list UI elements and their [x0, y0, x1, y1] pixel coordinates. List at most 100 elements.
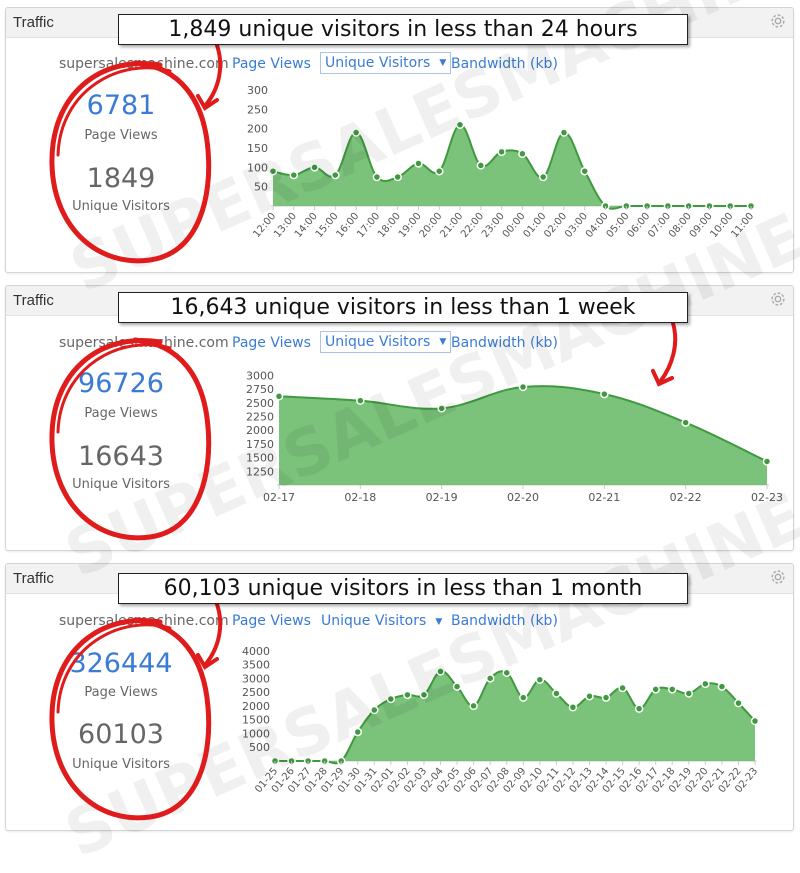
tab-page-views[interactable]: Page Views [232, 335, 311, 351]
data-point[interactable] [485, 674, 495, 683]
page-views-label: Page Views [84, 685, 158, 700]
data-point[interactable] [580, 166, 589, 176]
data-point[interactable] [497, 147, 506, 157]
data-point[interactable] [684, 689, 694, 698]
tab-page-views[interactable]: Page Views [232, 613, 311, 629]
series-area [275, 671, 755, 764]
red-circle-annotation [49, 337, 212, 541]
tab-bandwidth[interactable]: Bandwidth (kb) [451, 335, 558, 351]
tab-unique-visitors-label: Unique Visitors [325, 334, 431, 350]
y-tick-label: 200 [247, 123, 268, 136]
y-tick-label: 1500 [246, 452, 274, 465]
data-point[interactable] [651, 685, 660, 694]
data-point[interactable] [393, 172, 402, 182]
data-point[interactable] [437, 404, 446, 413]
y-tick-label: 50 [254, 181, 268, 194]
data-point[interactable] [274, 392, 284, 401]
red-circle-annotation [49, 60, 212, 264]
data-point[interactable] [701, 679, 710, 689]
data-point[interactable] [331, 170, 340, 180]
tab-bandwidth[interactable]: Bandwidth (kb) [451, 613, 558, 629]
y-tick-label: 2000 [246, 424, 274, 437]
data-point[interactable] [469, 701, 478, 711]
data-point[interactable] [762, 457, 772, 466]
y-tick-label: 2500 [242, 686, 270, 699]
data-point[interactable] [403, 690, 412, 700]
data-point[interactable] [289, 170, 299, 180]
y-tick-label: 4000 [242, 645, 270, 658]
tab-unique-visitors[interactable]: Unique Visitors ▼ [320, 331, 452, 353]
data-point[interactable] [601, 693, 611, 702]
annotation-banner: 60,103 unique visitors in less than 1 mo… [118, 573, 688, 604]
data-point[interactable] [559, 128, 569, 137]
chevron-down-icon: ▼ [435, 617, 443, 627]
gear-icon[interactable] [769, 12, 787, 30]
data-point[interactable] [535, 675, 545, 684]
x-tick-label: 02-18 [344, 491, 376, 504]
tab-bandwidth[interactable]: Bandwidth (kb) [451, 56, 558, 72]
tab-unique-visitors-label: Unique Visitors [325, 55, 431, 71]
y-tick-label: 300 [247, 84, 268, 97]
x-tick-label: 02-21 [588, 491, 620, 504]
data-point[interactable] [734, 698, 743, 708]
data-point[interactable] [452, 682, 462, 691]
unique-visitors-count: 1849 [86, 163, 156, 194]
data-point[interactable] [310, 163, 319, 172]
y-tick-label: 1500 [242, 714, 270, 727]
unique-visitors-count: 16643 [78, 441, 164, 472]
unique-visitors-count: 60103 [78, 719, 164, 750]
data-point[interactable] [600, 389, 609, 399]
data-point[interactable] [681, 418, 690, 427]
data-point[interactable] [414, 159, 423, 168]
data-point[interactable] [750, 716, 760, 726]
page-views-count: 96726 [78, 368, 164, 399]
data-point[interactable] [372, 172, 382, 182]
panel-title: Traffic [13, 292, 54, 309]
traffic-chart-month: 500100015002000250030003500400001-2501-2… [242, 645, 760, 795]
unique-visitors-label: Unique Visitors [72, 199, 170, 214]
red-circle-annotation [49, 617, 212, 821]
page-views-label: Page Views [84, 128, 158, 143]
data-point[interactable] [618, 683, 627, 693]
data-point[interactable] [585, 691, 594, 701]
series-area [273, 124, 751, 209]
data-point[interactable] [717, 682, 727, 691]
data-point[interactable] [419, 690, 429, 700]
gear-icon[interactable] [769, 568, 787, 586]
data-point[interactable] [634, 704, 644, 713]
data-point[interactable] [568, 703, 578, 712]
data-point[interactable] [356, 396, 365, 405]
red-arrow-annotation [196, 38, 223, 111]
annotation-banner: 1,849 unique visitors in less than 24 ho… [118, 14, 688, 45]
data-point[interactable] [519, 693, 528, 702]
data-point[interactable] [386, 694, 396, 704]
tab-unique-visitors[interactable]: Unique Visitors ▼ [321, 613, 446, 629]
data-point[interactable] [518, 149, 527, 159]
data-point[interactable] [353, 727, 363, 737]
data-point[interactable] [538, 172, 548, 182]
data-point[interactable] [370, 705, 379, 715]
data-point[interactable] [667, 685, 677, 694]
page-views-label: Page Views [84, 406, 158, 421]
page-views-count: 6781 [86, 90, 156, 121]
data-point[interactable] [436, 667, 445, 676]
y-tick-label: 3500 [242, 659, 270, 672]
series-area [279, 386, 767, 485]
data-point[interactable] [518, 382, 528, 392]
data-point[interactable] [268, 166, 278, 176]
gear-icon[interactable] [769, 290, 787, 308]
data-point[interactable] [435, 166, 444, 176]
y-tick-label: 2250 [246, 411, 274, 424]
tab-unique-visitors[interactable]: Unique Visitors ▼ [320, 52, 452, 74]
data-point[interactable] [455, 120, 465, 130]
page-views-count: 326444 [69, 648, 173, 679]
y-tick-label: 3000 [246, 369, 274, 382]
data-point[interactable] [552, 689, 561, 698]
data-point[interactable] [502, 668, 511, 678]
data-point[interactable] [476, 161, 486, 170]
y-tick-label: 1000 [242, 727, 270, 740]
data-point[interactable] [351, 128, 361, 137]
tab-page-views[interactable]: Page Views [232, 56, 311, 72]
y-tick-label: 2000 [242, 700, 270, 713]
